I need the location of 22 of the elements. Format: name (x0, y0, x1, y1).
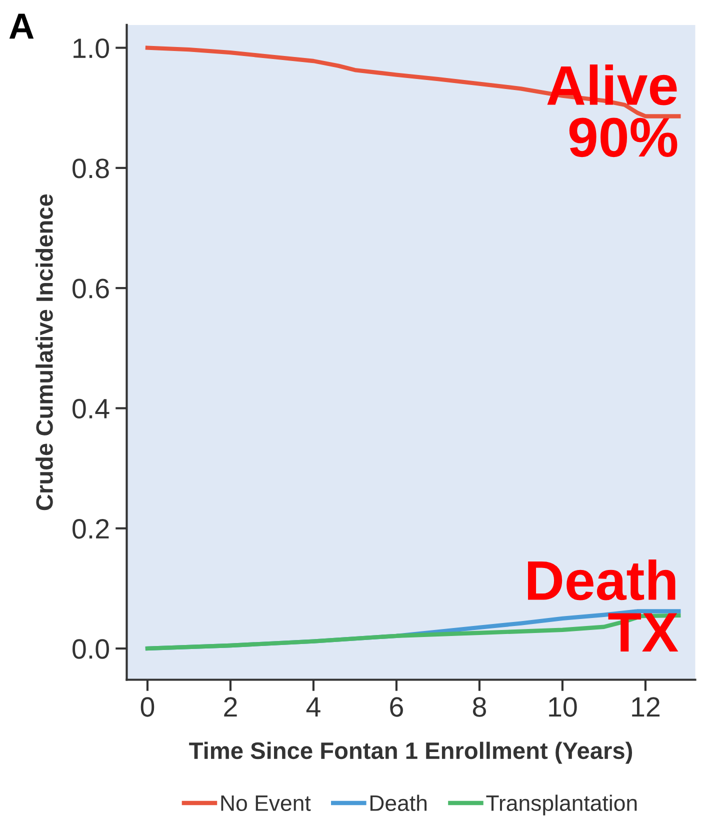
legend-label: No Event (221, 796, 311, 812)
line-series (145, 46, 681, 118)
y-axis-title: Crude Cumulative Incidence (36, 194, 53, 510)
x-tick-label: 8 (472, 697, 486, 717)
x-tick-label: 2 (224, 697, 237, 717)
y-tick-label: 0.0 (72, 639, 109, 659)
x-tick-label: 10 (549, 697, 577, 717)
x-tick-label: 0 (140, 697, 154, 717)
annotation: Death TX (528, 559, 678, 652)
x-tick-label: 4 (306, 697, 320, 717)
y-tick-label: 0.6 (72, 278, 109, 298)
chart-title: A (9, 14, 34, 39)
y-tick-label: 0.4 (72, 398, 110, 419)
legend-label: Transplantation (486, 794, 637, 816)
y-tick-label: 0.8 (72, 158, 109, 178)
legend-label: Death (370, 794, 427, 812)
annotation: Alive 90% (547, 64, 678, 158)
x-axis-title: Time Since Fontan 1 Enrollment (Years) (189, 742, 632, 764)
x-tick-label: 12 (632, 697, 660, 717)
x-tick-label: 6 (390, 697, 403, 717)
y-tick-label: 1.0 (74, 38, 109, 58)
y-tick-label: 0.2 (72, 519, 109, 539)
